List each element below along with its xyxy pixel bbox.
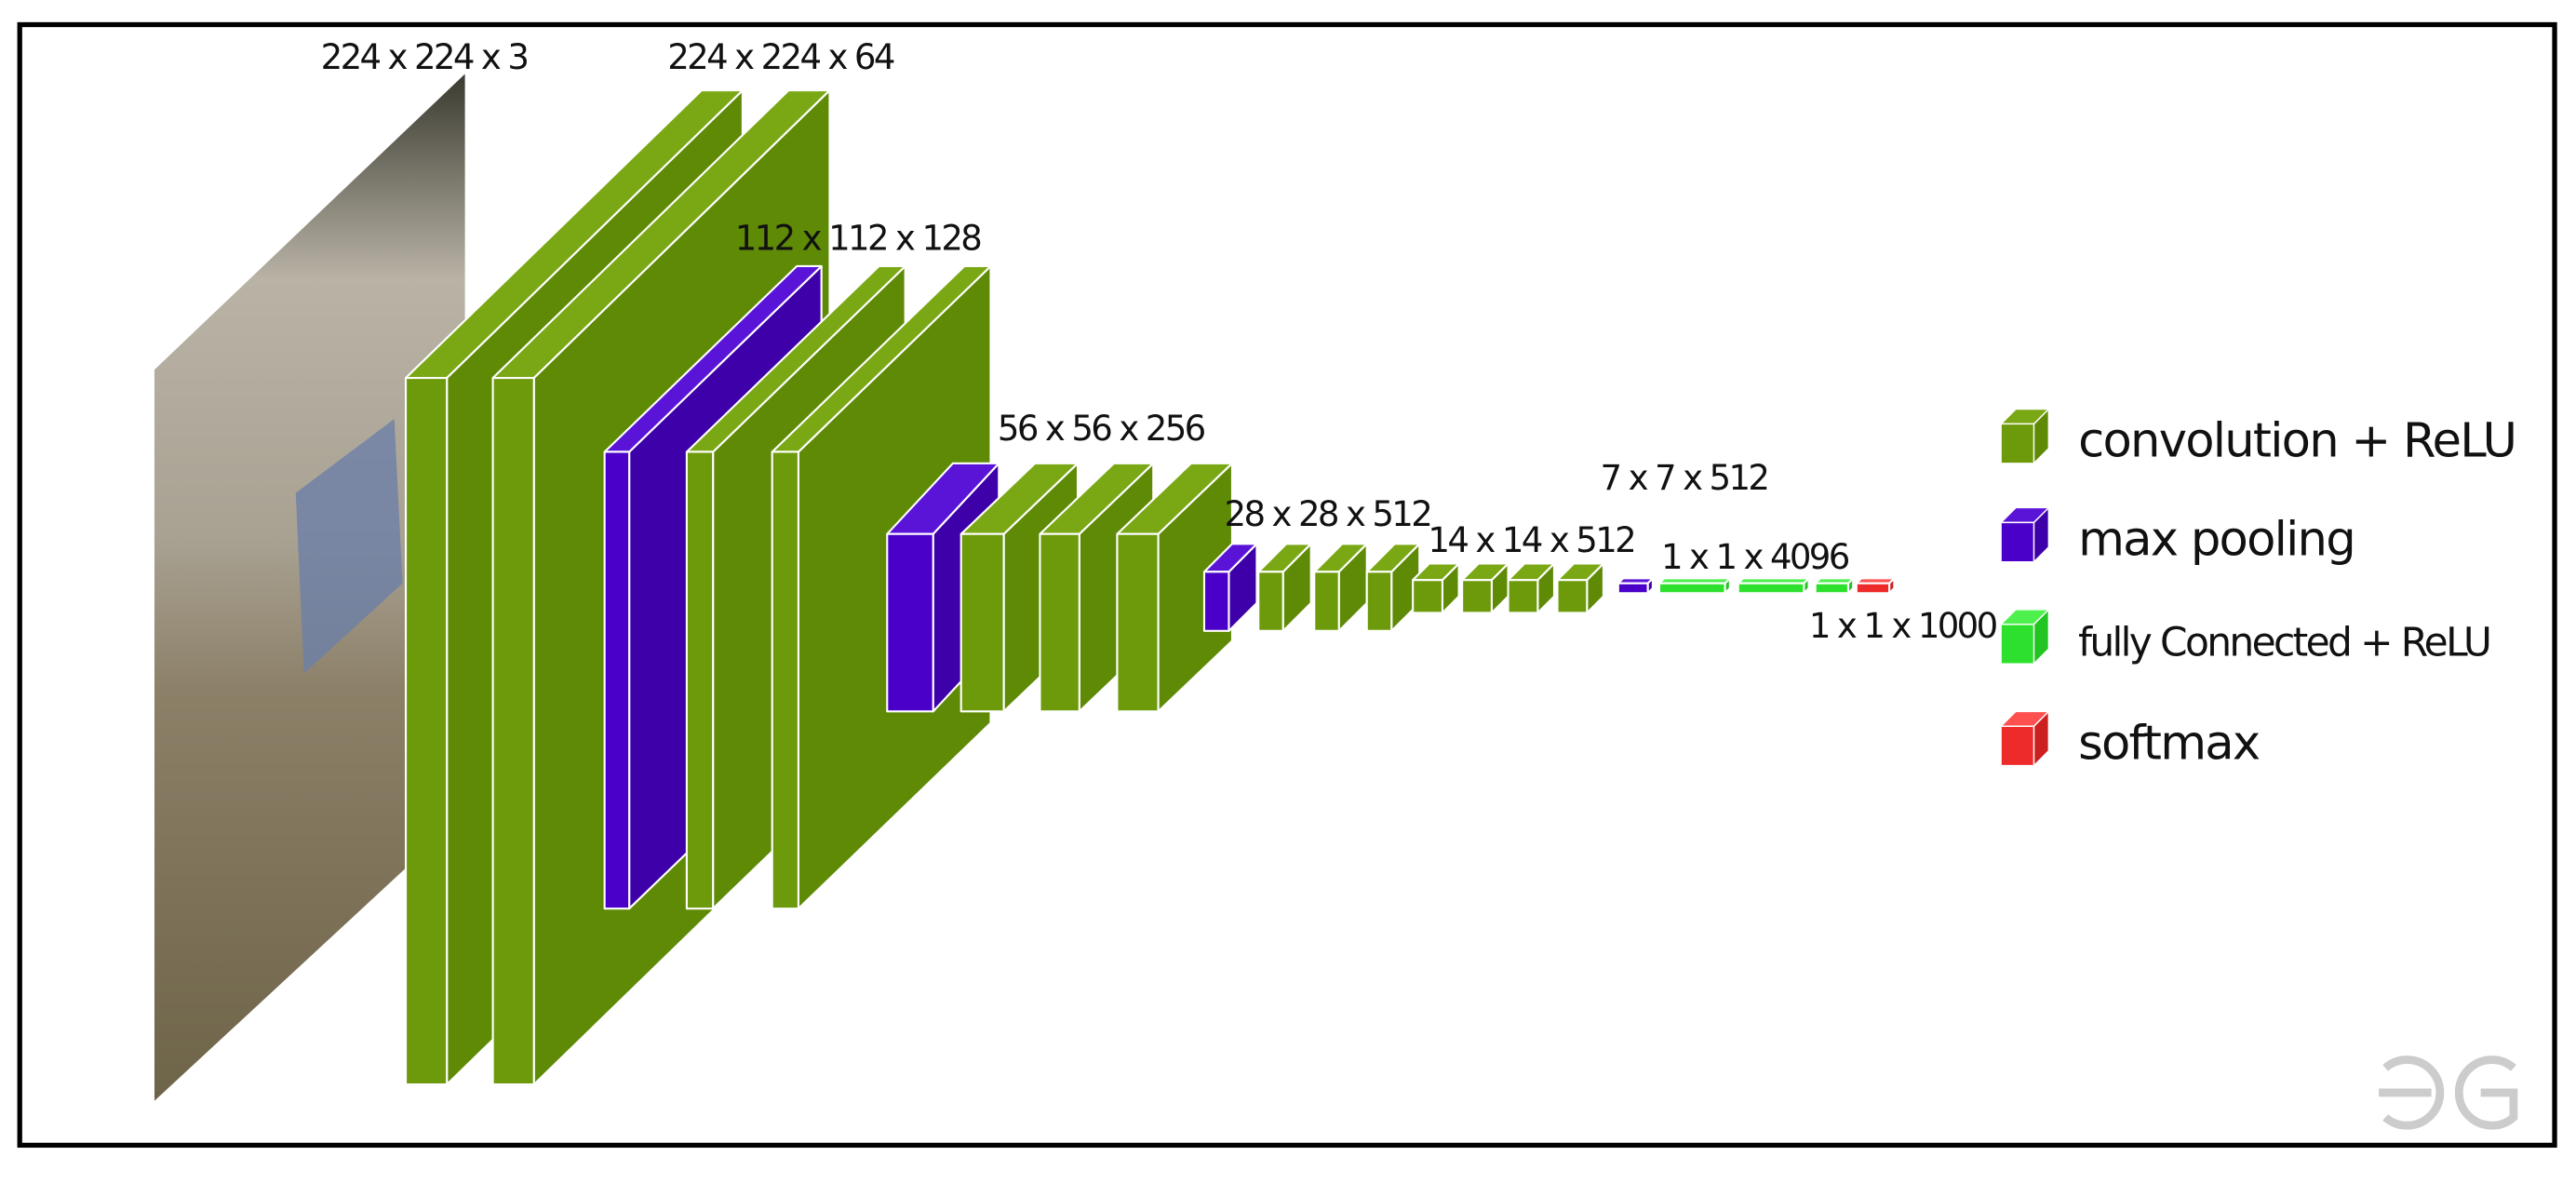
block-front bbox=[1365, 571, 1393, 632]
legend-icons bbox=[2000, 408, 2050, 767]
block-front bbox=[491, 376, 535, 1086]
block-front bbox=[1657, 582, 1726, 595]
block-front bbox=[1507, 579, 1539, 614]
legend-label: softmax bbox=[2078, 716, 2260, 772]
legend-label: fully Connected + ReLU bbox=[2078, 619, 2489, 665]
block-front bbox=[404, 376, 449, 1086]
block-front bbox=[1461, 579, 1493, 614]
block-front bbox=[1257, 571, 1284, 632]
block-front bbox=[2000, 423, 2035, 464]
block-front bbox=[1814, 582, 1850, 595]
block-front bbox=[1556, 579, 1589, 614]
layer-label: 1 x 1 x 4096 bbox=[1661, 537, 1849, 577]
layer-label: 224 x 224 x 3 bbox=[321, 37, 528, 77]
block-front bbox=[1737, 582, 1805, 595]
logo bbox=[2379, 1055, 2518, 1130]
layer-label: 1 x 1 x 1000 bbox=[1809, 606, 1997, 646]
block-front bbox=[1412, 579, 1443, 614]
layer-label: 28 x 28 x 512 bbox=[1225, 494, 1431, 534]
layer-label: 224 x 224 x 64 bbox=[667, 37, 894, 77]
layer-label: 56 x 56 x 256 bbox=[998, 409, 1205, 449]
block-front bbox=[685, 450, 715, 910]
block-front bbox=[1116, 532, 1160, 713]
block-front bbox=[771, 450, 800, 910]
layer-blocks bbox=[404, 89, 1896, 1086]
block-front bbox=[1202, 571, 1230, 632]
block-front bbox=[959, 532, 1005, 713]
block-front bbox=[603, 450, 631, 910]
legend-label: max pooling bbox=[2078, 512, 2355, 568]
layer-label: 112 x 112 x 128 bbox=[735, 218, 982, 258]
block-front bbox=[1313, 571, 1340, 632]
block-front bbox=[2000, 725, 2035, 767]
block-front bbox=[1617, 582, 1649, 595]
input-image-car bbox=[295, 419, 403, 674]
layer-label: 7 x 7 x 512 bbox=[1601, 458, 1768, 498]
legend-label: convolution + ReLU bbox=[2078, 413, 2516, 469]
block-front bbox=[1039, 532, 1080, 713]
block-front bbox=[2000, 521, 2035, 563]
layer-label: 14 x 14 x 512 bbox=[1428, 520, 1634, 560]
block-front bbox=[886, 532, 934, 713]
logo-mark bbox=[2379, 1055, 2445, 1130]
logo-mark bbox=[2454, 1055, 2518, 1130]
block-front bbox=[1855, 582, 1891, 595]
block-front bbox=[2000, 624, 2035, 665]
